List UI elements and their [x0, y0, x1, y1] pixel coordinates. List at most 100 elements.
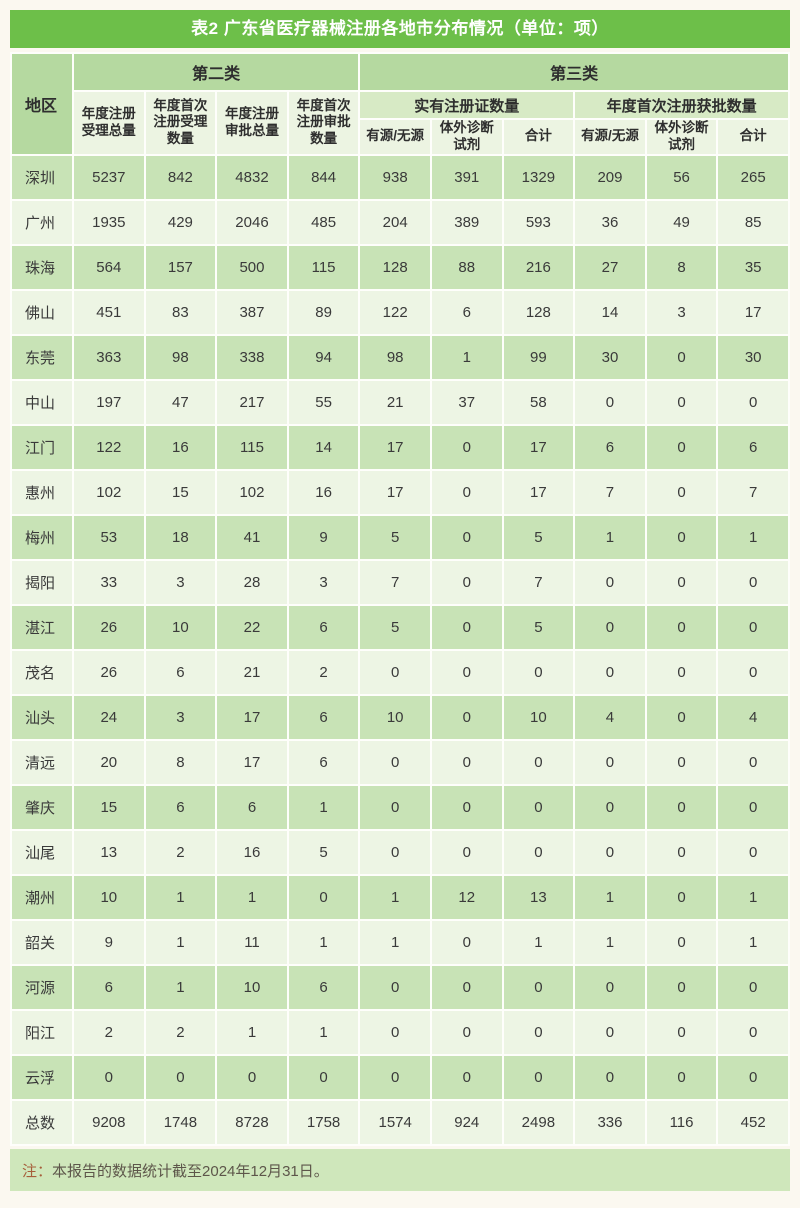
value-cell: 0: [718, 1055, 788, 1099]
value-cell: 1: [145, 875, 216, 919]
value-cell: 391: [431, 155, 502, 199]
value-cell: 8728: [217, 1100, 287, 1144]
col-header-first-approved: 年度首次注册审批数量: [288, 92, 359, 154]
value-cell: 88: [431, 245, 502, 289]
value-cell: 0: [646, 830, 717, 874]
value-cell: 6: [145, 785, 216, 829]
value-cell: 217: [217, 380, 287, 424]
value-cell: 30: [718, 335, 788, 379]
value-cell: 338: [217, 335, 287, 379]
value-cell: 6: [145, 650, 216, 694]
value-cell: 0: [503, 965, 574, 1009]
value-cell: 15: [145, 470, 216, 514]
value-cell: 58: [503, 380, 574, 424]
value-cell: 0: [431, 1010, 502, 1054]
value-cell: 0: [288, 875, 359, 919]
col-header-ivd-2: 体外诊断试剂: [646, 120, 717, 154]
region-cell: 湛江: [12, 605, 72, 649]
value-cell: 0: [503, 785, 574, 829]
table-header: 地区 第二类 第三类 年度注册受理总量 年度首次注册受理数量 年度注册审批总量 …: [12, 54, 788, 154]
value-cell: 0: [646, 650, 717, 694]
value-cell: 0: [431, 920, 502, 964]
value-cell: 16: [217, 830, 287, 874]
value-cell: 0: [718, 560, 788, 604]
value-cell: 98: [360, 335, 430, 379]
value-cell: 1: [145, 965, 216, 1009]
value-cell: 9: [288, 515, 359, 559]
value-cell: 10: [217, 965, 287, 1009]
value-cell: 2: [74, 1010, 144, 1054]
value-cell: 1: [217, 1010, 287, 1054]
value-cell: 924: [431, 1100, 502, 1144]
table-row: 汕尾 13 2 16 5 0 0 0 0 0 0: [12, 830, 788, 874]
value-cell: 27: [575, 245, 645, 289]
value-cell: 85: [718, 200, 788, 244]
value-cell: 0: [360, 1055, 430, 1099]
value-cell: 1935: [74, 200, 144, 244]
value-cell: 17: [217, 695, 287, 739]
value-cell: 7: [503, 560, 574, 604]
value-cell: 0: [718, 1010, 788, 1054]
value-cell: 0: [431, 965, 502, 1009]
value-cell: 16: [288, 470, 359, 514]
value-cell: 13: [503, 875, 574, 919]
value-cell: 0: [431, 515, 502, 559]
value-cell: 336: [575, 1100, 645, 1144]
value-cell: 0: [646, 1010, 717, 1054]
value-cell: 1329: [503, 155, 574, 199]
value-cell: 0: [646, 920, 717, 964]
value-cell: 451: [74, 290, 144, 334]
value-cell: 1748: [145, 1100, 216, 1144]
value-cell: 5: [503, 515, 574, 559]
col-header-ivd-1: 体外诊断试剂: [431, 120, 502, 154]
value-cell: 21: [217, 650, 287, 694]
value-cell: 6: [575, 425, 645, 469]
value-cell: 0: [503, 650, 574, 694]
value-cell: 122: [360, 290, 430, 334]
value-cell: 0: [646, 1055, 717, 1099]
value-cell: 0: [431, 785, 502, 829]
value-cell: 3: [646, 290, 717, 334]
region-cell: 汕头: [12, 695, 72, 739]
value-cell: 938: [360, 155, 430, 199]
value-cell: 83: [145, 290, 216, 334]
table-row: 揭阳 33 3 28 3 7 0 7 0 0 0: [12, 560, 788, 604]
value-cell: 4832: [217, 155, 287, 199]
region-cell: 梅州: [12, 515, 72, 559]
value-cell: 1: [718, 515, 788, 559]
value-cell: 1: [360, 920, 430, 964]
region-cell: 总数: [12, 1100, 72, 1144]
value-cell: 2: [288, 650, 359, 694]
value-cell: 14: [288, 425, 359, 469]
value-cell: 0: [575, 650, 645, 694]
table-row: 韶关 9 1 11 1 1 0 1 1 0 1: [12, 920, 788, 964]
value-cell: 10: [74, 875, 144, 919]
value-cell: 5: [288, 830, 359, 874]
region-cell: 江门: [12, 425, 72, 469]
value-cell: 6: [74, 965, 144, 1009]
value-cell: 13: [74, 830, 144, 874]
value-cell: 9208: [74, 1100, 144, 1144]
table-row: 东莞 363 98 338 94 98 1 99 30 0 30: [12, 335, 788, 379]
region-cell: 潮州: [12, 875, 72, 919]
value-cell: 204: [360, 200, 430, 244]
value-cell: 6: [288, 695, 359, 739]
value-cell: 9: [74, 920, 144, 964]
header-row-1: 地区 第二类 第三类: [12, 54, 788, 154]
table-row: 广州 1935 429 2046 485 204 389 593 36 49 85: [12, 200, 788, 244]
value-cell: 0: [503, 740, 574, 784]
col-group-first-granted: 年度首次注册获批数量: [575, 92, 788, 118]
header-row-3: 有源/无源 体外诊断试剂 合计 有源/无源 体外诊断试剂 合计: [12, 120, 788, 154]
value-cell: 115: [217, 425, 287, 469]
total-row: 总数 9208 1748 8728 1758 1574 924 2498 336 116 452: [12, 1100, 788, 1144]
value-cell: 0: [360, 830, 430, 874]
value-cell: 102: [217, 470, 287, 514]
value-cell: 6: [718, 425, 788, 469]
table-body: 深圳 5237 842 4832 844 938 391 1329 209 56 265 广州 1935…: [12, 155, 788, 1144]
value-cell: 55: [288, 380, 359, 424]
value-cell: 1: [718, 920, 788, 964]
col-header-subtotal-1: 合计: [503, 120, 574, 154]
value-cell: 0: [431, 1055, 502, 1099]
region-cell: 揭阳: [12, 560, 72, 604]
col-header-active-passive-1: 有源/无源: [360, 120, 430, 154]
